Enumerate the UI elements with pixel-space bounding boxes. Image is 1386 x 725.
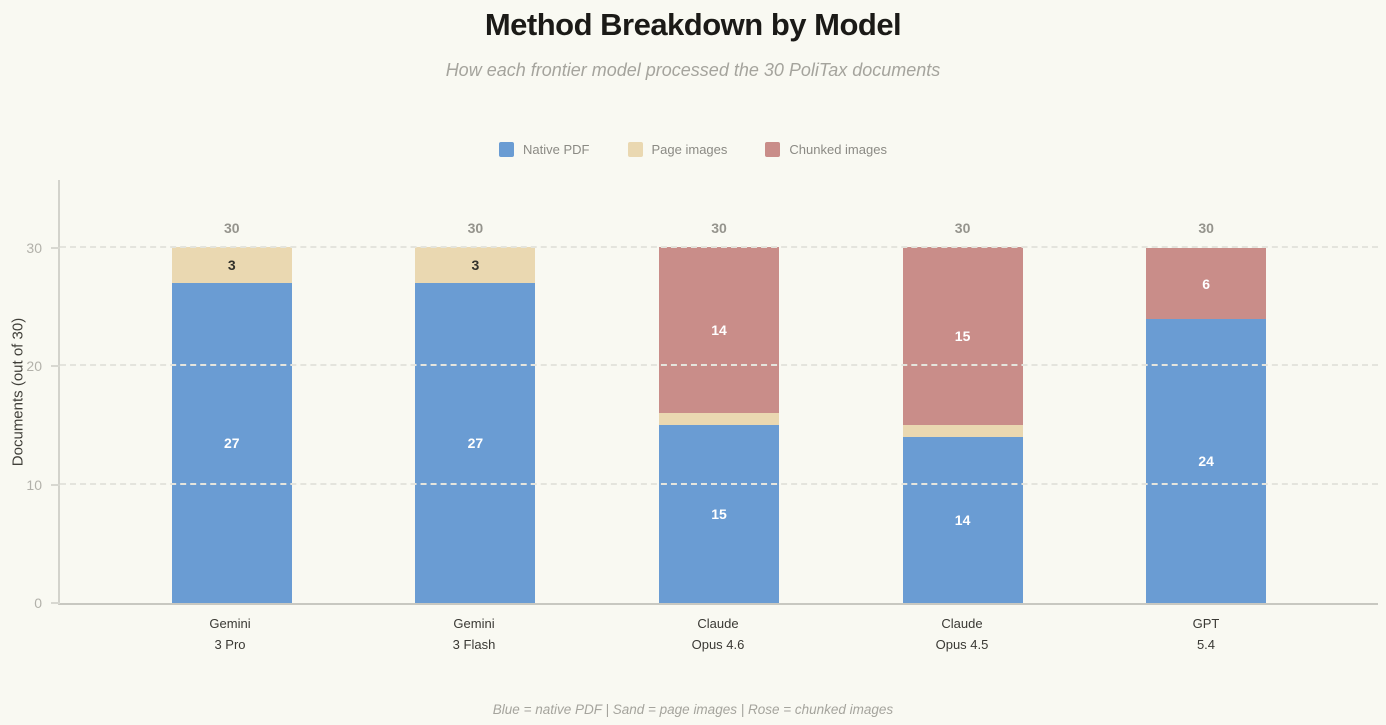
legend-label: Page images [651, 142, 728, 157]
gridline [60, 246, 1378, 248]
legend: Native PDF Page images Chunked images [0, 142, 1386, 157]
bar-slot: 30 24 6 [1084, 180, 1328, 603]
bar-stack: 24 6 [1146, 248, 1267, 603]
bar-segment-chunked-images: 15 [902, 247, 1023, 425]
segment-value-label: 24 [1198, 453, 1214, 469]
bar-total-label: 30 [467, 220, 484, 236]
x-labels-row: Gemini 3 Pro Gemini 3 Flash Claude Opus 4.… [58, 614, 1378, 656]
x-axis-category-label: Gemini 3 Flash [452, 616, 496, 652]
bar-segment-page-images: 3 [171, 247, 292, 283]
legend-item: Chunked images [765, 142, 887, 157]
bar-slot: 30 14 15 [841, 180, 1085, 603]
bar-stack: 15 14 [658, 247, 779, 603]
bar-segment-native-pdf: 14 [902, 437, 1023, 603]
x-axis-category-label: Gemini 3 Pro [209, 616, 251, 652]
x-axis-category-label: GPT 5.4 [1192, 616, 1220, 652]
bar-total-label: 30 [1198, 220, 1214, 236]
bar-segment-page-images [902, 425, 1023, 437]
bar-slot: 30 27 3 [354, 180, 598, 603]
legend-swatch-icon [627, 142, 643, 157]
legend-label: Native PDF [523, 142, 590, 157]
chart-subtitle: How each frontier model processed the 30… [445, 60, 941, 80]
bar-slot: 30 27 3 [110, 180, 354, 603]
bar-total-label: 30 [224, 220, 240, 236]
y-axis-tick [51, 602, 60, 604]
bar-segment-chunked-images: 14 [658, 247, 779, 413]
legend-item: Native PDF [499, 142, 590, 157]
bar-stack: 14 15 [902, 247, 1023, 603]
segment-value-label: 6 [1202, 275, 1211, 292]
bar-stack: 27 3 [171, 247, 292, 603]
y-tick-label: 20 [26, 358, 42, 375]
bar-segment-native-pdf: 27 [415, 283, 536, 603]
gridline [60, 482, 1378, 485]
segment-value-label: 27 [467, 435, 484, 451]
segment-value-label: 3 [227, 257, 236, 273]
legend-label: Chunked images [789, 142, 887, 157]
legend-item: Page images [627, 142, 728, 157]
bar-segment-chunked-images: 6 [1146, 248, 1267, 319]
segment-value-label: 14 [711, 322, 727, 338]
bar-total-label: 30 [954, 220, 971, 236]
chart-title: Method Breakdown by Model [484, 7, 902, 42]
y-axis-tick [51, 483, 60, 486]
bar-segment-native-pdf: 24 [1146, 319, 1267, 603]
segment-value-label: 15 [954, 328, 971, 344]
y-axis-tick [51, 365, 60, 368]
x-axis-category-label: Claude Opus 4.6 [691, 616, 745, 652]
bar-stack: 27 3 [415, 247, 536, 603]
segment-value-label: 14 [954, 512, 971, 528]
segment-value-label: 27 [224, 435, 240, 451]
bar-segment-page-images: 3 [415, 247, 536, 283]
bars-row: 30 27 3 30 27 3 30 15 14 30 14 15 30 24 6 [60, 180, 1378, 603]
y-tick-label: 0 [34, 595, 42, 611]
legend-swatch-icon [765, 142, 781, 157]
bar-slot: 30 15 14 [597, 180, 841, 603]
y-axis-tick [51, 247, 60, 249]
bar-segment-native-pdf: 15 [658, 425, 779, 603]
plot-area: 0 10 20 30 30 27 3 30 27 3 30 15 14 30 14 15 30 24 6 [26, 180, 1378, 611]
y-tick-label: 10 [26, 476, 42, 493]
segment-value-label: 15 [711, 506, 727, 522]
footer-note: Blue = native PDF | Sand = page images |… [492, 702, 894, 717]
bar-total-label: 30 [711, 220, 727, 236]
legend-swatch-icon [499, 142, 515, 157]
bar-segment-native-pdf: 27 [171, 283, 292, 603]
y-tick-label: 30 [26, 240, 42, 256]
segment-value-label: 3 [471, 257, 480, 273]
gridline [60, 364, 1378, 367]
bar-segment-page-images [658, 413, 779, 425]
x-axis-category-label: Claude Opus 4.5 [935, 616, 989, 652]
y-tick-labels: 0 10 20 30 [8, 180, 50, 611]
